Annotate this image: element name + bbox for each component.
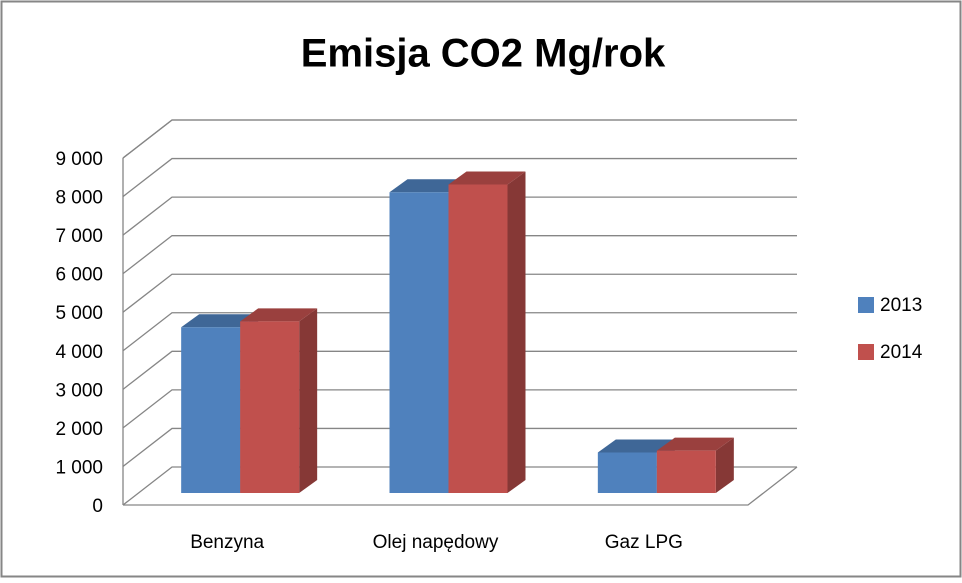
chart-title: Emisja CO2 Mg/rok — [301, 32, 666, 76]
grid-line — [122, 119, 797, 159]
y-tick-label: 7 000 — [55, 226, 103, 247]
y-tick-label: 8 000 — [55, 188, 103, 209]
grid-line — [122, 157, 797, 198]
bar-side — [715, 437, 734, 493]
y-tick-label: 3 000 — [55, 380, 103, 401]
legend-swatch — [858, 297, 874, 313]
bar-top — [448, 171, 526, 185]
x-tick-label: Gaz LPG — [605, 532, 683, 553]
floor — [123, 466, 798, 506]
x-tick-label: Olej napędowy — [373, 532, 499, 553]
legend-label: 2014 — [880, 342, 923, 363]
bar-front — [448, 184, 508, 494]
y-tick-label: 0 — [92, 496, 103, 517]
legend-swatch — [858, 344, 874, 360]
grid-line — [122, 273, 797, 313]
grid-line — [122, 466, 797, 506]
bar — [240, 308, 318, 493]
bar-top — [597, 439, 675, 453]
bar-front — [389, 192, 449, 493]
legend-label: 2013 — [880, 295, 922, 316]
bar-top — [240, 308, 318, 322]
bar-side — [299, 308, 318, 493]
bar-top — [389, 179, 467, 193]
y-tick-label: 6 000 — [55, 265, 103, 286]
bar-top — [656, 437, 734, 451]
x-tick-label: Benzyna — [190, 532, 264, 553]
bar-front — [656, 450, 716, 493]
y-tick-label: 1 000 — [55, 457, 103, 478]
y-tick-label: 5 000 — [55, 303, 103, 324]
bar — [448, 171, 526, 494]
grid-line — [122, 196, 797, 236]
bar-side — [507, 171, 526, 494]
bar — [656, 437, 734, 493]
bar-front — [597, 452, 657, 493]
grid-line — [122, 312, 797, 352]
bar-front — [181, 327, 241, 493]
grid-line — [122, 350, 797, 390]
bar-front — [240, 321, 300, 493]
y-tick-label: 9 000 — [55, 149, 103, 170]
y-tick-label: 2 000 — [55, 419, 103, 440]
y-tick-label: 4 000 — [55, 342, 103, 363]
grid-line — [122, 389, 797, 429]
grid-line — [122, 235, 797, 275]
grid-line — [122, 427, 797, 467]
bar-top — [181, 314, 259, 328]
